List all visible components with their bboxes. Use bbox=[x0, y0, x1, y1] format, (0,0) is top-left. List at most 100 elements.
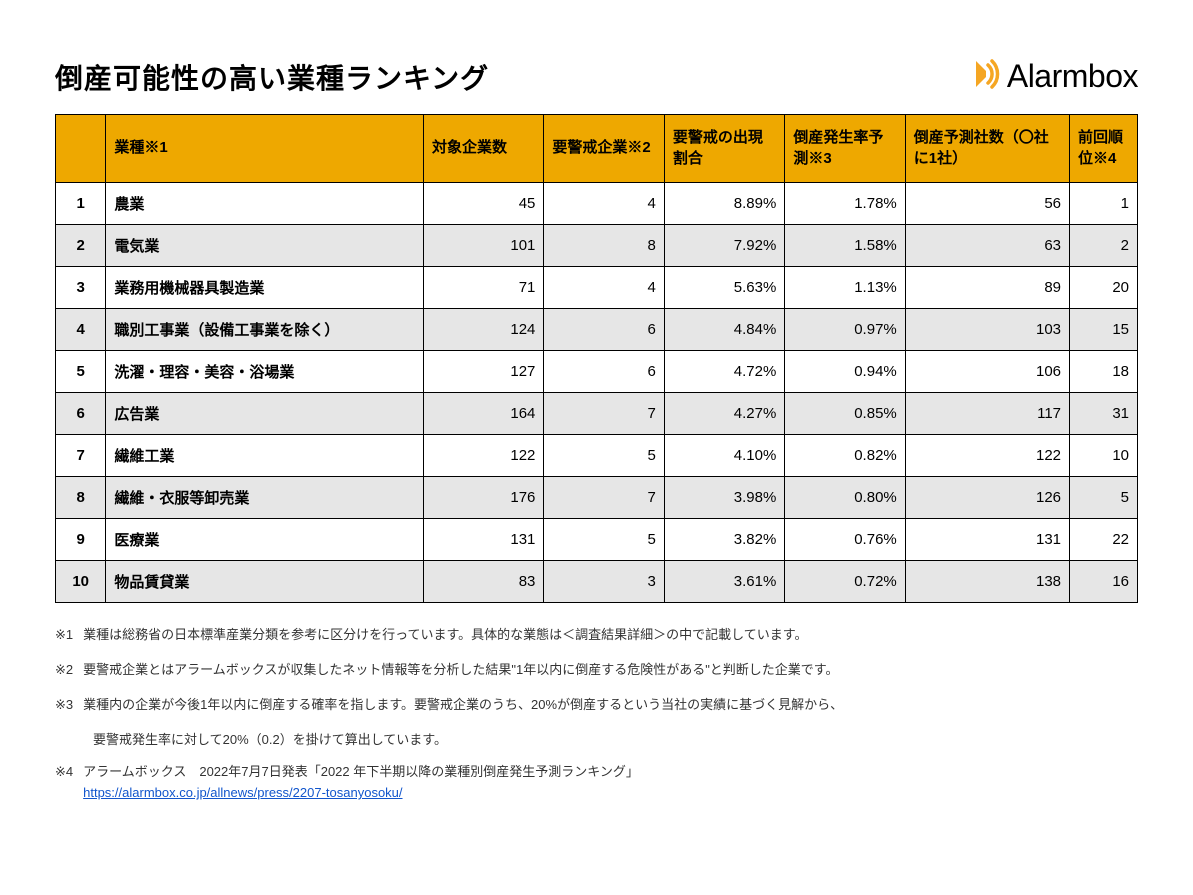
footnote-label: ※2 bbox=[55, 660, 73, 681]
footnote-4: ※4 アラームボックス 2022年7月7日発表「2022 年下半期以降の業種別倒… bbox=[55, 762, 1138, 804]
cell-bankruptcy-rate: 1.58% bbox=[785, 225, 905, 267]
cell-predicted: 117 bbox=[905, 393, 1069, 435]
col-industry: 業種※1 bbox=[106, 115, 424, 183]
col-alert-ratio: 要警戒の出現割合 bbox=[664, 115, 784, 183]
cell-prev-rank: 10 bbox=[1070, 435, 1138, 477]
cell-alert: 4 bbox=[544, 267, 664, 309]
cell-alert-ratio: 4.10% bbox=[664, 435, 784, 477]
cell-alert-ratio: 7.92% bbox=[664, 225, 784, 267]
cell-alert-ratio: 3.98% bbox=[664, 477, 784, 519]
col-predicted: 倒産予測社数（〇社に1社） bbox=[905, 115, 1069, 183]
table-row: 2電気業10187.92%1.58%632 bbox=[56, 225, 1138, 267]
cell-industry: 繊維・衣服等卸売業 bbox=[106, 477, 424, 519]
footnote-text: 業種は総務省の日本標準産業分類を参考に区分けを行っています。具体的な業態は＜調査… bbox=[83, 625, 807, 646]
cell-bankruptcy-rate: 0.85% bbox=[785, 393, 905, 435]
cell-bankruptcy-rate: 0.97% bbox=[785, 309, 905, 351]
header-row: 倒産可能性の高い業種ランキング Alarmbox bbox=[55, 55, 1138, 98]
col-target: 対象企業数 bbox=[423, 115, 543, 183]
cell-prev-rank: 5 bbox=[1070, 477, 1138, 519]
cell-target: 83 bbox=[423, 561, 543, 603]
cell-rank: 4 bbox=[56, 309, 106, 351]
cell-predicted: 122 bbox=[905, 435, 1069, 477]
cell-prev-rank: 20 bbox=[1070, 267, 1138, 309]
cell-alert: 3 bbox=[544, 561, 664, 603]
cell-predicted: 131 bbox=[905, 519, 1069, 561]
footnote-text: アラームボックス 2022年7月7日発表「2022 年下半期以降の業種別倒産発生… bbox=[83, 762, 639, 804]
cell-alert: 7 bbox=[544, 477, 664, 519]
cell-bankruptcy-rate: 1.78% bbox=[785, 183, 905, 225]
footnotes: ※1 業種は総務省の日本標準産業分類を参考に区分けを行っています。具体的な業態は… bbox=[55, 625, 1138, 804]
cell-alert-ratio: 4.84% bbox=[664, 309, 784, 351]
table-row: 8繊維・衣服等卸売業17673.98%0.80%1265 bbox=[56, 477, 1138, 519]
cell-rank: 6 bbox=[56, 393, 106, 435]
cell-prev-rank: 18 bbox=[1070, 351, 1138, 393]
footnote-3: ※3 業種内の企業が今後1年以内に倒産する確率を指します。要警戒企業のうち、20… bbox=[55, 695, 1138, 716]
cell-industry: 繊維工業 bbox=[106, 435, 424, 477]
footnote-label: ※3 bbox=[55, 695, 73, 716]
cell-predicted: 56 bbox=[905, 183, 1069, 225]
brand-name: Alarmbox bbox=[1007, 58, 1138, 95]
cell-target: 127 bbox=[423, 351, 543, 393]
cell-prev-rank: 2 bbox=[1070, 225, 1138, 267]
cell-predicted: 63 bbox=[905, 225, 1069, 267]
cell-alert-ratio: 8.89% bbox=[664, 183, 784, 225]
cell-alert: 4 bbox=[544, 183, 664, 225]
table-row: 6広告業16474.27%0.85%11731 bbox=[56, 393, 1138, 435]
cell-bankruptcy-rate: 0.82% bbox=[785, 435, 905, 477]
cell-alert-ratio: 3.82% bbox=[664, 519, 784, 561]
page-title: 倒産可能性の高い業種ランキング bbox=[55, 57, 489, 97]
cell-target: 71 bbox=[423, 267, 543, 309]
cell-prev-rank: 31 bbox=[1070, 393, 1138, 435]
cell-bankruptcy-rate: 0.94% bbox=[785, 351, 905, 393]
cell-bankruptcy-rate: 0.80% bbox=[785, 477, 905, 519]
cell-predicted: 103 bbox=[905, 309, 1069, 351]
cell-predicted: 126 bbox=[905, 477, 1069, 519]
cell-industry: 広告業 bbox=[106, 393, 424, 435]
footnote-4-text: アラームボックス 2022年7月7日発表「2022 年下半期以降の業種別倒産発生… bbox=[83, 764, 639, 779]
cell-alert: 8 bbox=[544, 225, 664, 267]
cell-bankruptcy-rate: 1.13% bbox=[785, 267, 905, 309]
cell-target: 176 bbox=[423, 477, 543, 519]
cell-rank: 10 bbox=[56, 561, 106, 603]
cell-target: 124 bbox=[423, 309, 543, 351]
cell-target: 45 bbox=[423, 183, 543, 225]
footnote-1: ※1 業種は総務省の日本標準産業分類を参考に区分けを行っています。具体的な業態は… bbox=[55, 625, 1138, 646]
cell-alert: 6 bbox=[544, 309, 664, 351]
footnote-text: 業種内の企業が今後1年以内に倒産する確率を指します。要警戒企業のうち、20%が倒… bbox=[83, 695, 843, 716]
cell-predicted: 89 bbox=[905, 267, 1069, 309]
cell-prev-rank: 1 bbox=[1070, 183, 1138, 225]
cell-industry: 物品賃貸業 bbox=[106, 561, 424, 603]
cell-rank: 9 bbox=[56, 519, 106, 561]
table-row: 5洗濯・理容・美容・浴場業12764.72%0.94%10618 bbox=[56, 351, 1138, 393]
col-alert: 要警戒企業※2 bbox=[544, 115, 664, 183]
cell-rank: 1 bbox=[56, 183, 106, 225]
cell-rank: 2 bbox=[56, 225, 106, 267]
cell-rank: 8 bbox=[56, 477, 106, 519]
footnote-text: 要警戒企業とはアラームボックスが収集したネット情報等を分析した結果"1年以内に倒… bbox=[83, 660, 838, 681]
footnote-label: ※4 bbox=[55, 762, 73, 804]
brand-logo: Alarmbox bbox=[963, 55, 1138, 98]
ranking-table: 業種※1 対象企業数 要警戒企業※2 要警戒の出現割合 倒産発生率予測※3 倒産… bbox=[55, 114, 1138, 603]
col-prev-rank: 前回順位※4 bbox=[1070, 115, 1138, 183]
table-row: 3業務用機械器具製造業7145.63%1.13%8920 bbox=[56, 267, 1138, 309]
cell-target: 122 bbox=[423, 435, 543, 477]
cell-prev-rank: 22 bbox=[1070, 519, 1138, 561]
cell-industry: 電気業 bbox=[106, 225, 424, 267]
cell-alert: 5 bbox=[544, 519, 664, 561]
footnote-3-cont: 要警戒発生率に対して20%（0.2）を掛けて算出しています。 bbox=[93, 729, 1138, 748]
cell-alert: 6 bbox=[544, 351, 664, 393]
cell-prev-rank: 16 bbox=[1070, 561, 1138, 603]
cell-bankruptcy-rate: 0.76% bbox=[785, 519, 905, 561]
cell-predicted: 138 bbox=[905, 561, 1069, 603]
cell-industry: 農業 bbox=[106, 183, 424, 225]
cell-alert-ratio: 4.72% bbox=[664, 351, 784, 393]
table-row: 4職別工事業（設備工事業を除く）12464.84%0.97%10315 bbox=[56, 309, 1138, 351]
cell-alert-ratio: 3.61% bbox=[664, 561, 784, 603]
cell-industry: 職別工事業（設備工事業を除く） bbox=[106, 309, 424, 351]
footnote-link[interactable]: https://alarmbox.co.jp/allnews/press/220… bbox=[83, 785, 402, 800]
cell-rank: 5 bbox=[56, 351, 106, 393]
cell-predicted: 106 bbox=[905, 351, 1069, 393]
alarm-icon bbox=[963, 55, 1001, 98]
col-rank bbox=[56, 115, 106, 183]
table-row: 9医療業13153.82%0.76%13122 bbox=[56, 519, 1138, 561]
